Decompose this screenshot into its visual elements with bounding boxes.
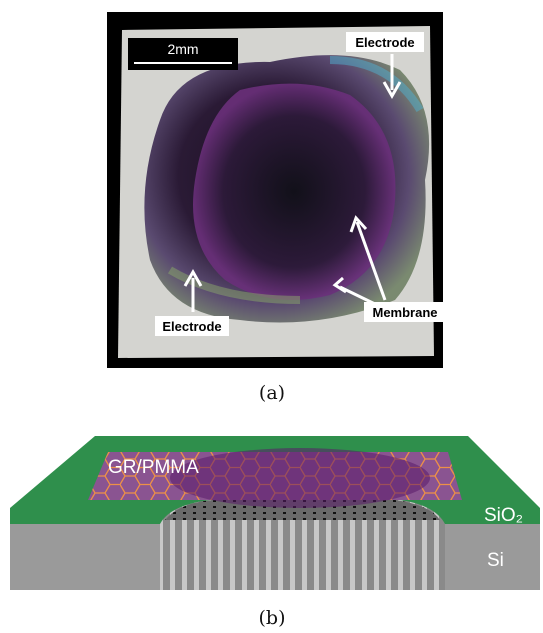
electrode-label: Electrode bbox=[162, 319, 221, 334]
membrane-label: Membrane bbox=[372, 305, 437, 320]
scale-bar-label: 2mm bbox=[167, 41, 198, 57]
caption: (a) bbox=[259, 382, 285, 404]
panel-b: GR/PMMA SiO₂ Si (b) bbox=[10, 436, 540, 629]
gr-pmma-label: GR/PMMA bbox=[108, 457, 199, 478]
si-label: Si bbox=[487, 550, 504, 571]
membrane-region bbox=[170, 448, 430, 508]
membrane-area bbox=[193, 84, 395, 300]
sio2-label: SiO₂ bbox=[484, 505, 523, 526]
electrode-label: Electrode bbox=[355, 35, 414, 50]
figure: 2mm Electrode Electrode Membrane (a) GR/… bbox=[0, 0, 543, 633]
panel-a: 2mm Electrode Electrode Membrane (a) bbox=[107, 12, 446, 404]
caption: (b) bbox=[259, 607, 286, 629]
